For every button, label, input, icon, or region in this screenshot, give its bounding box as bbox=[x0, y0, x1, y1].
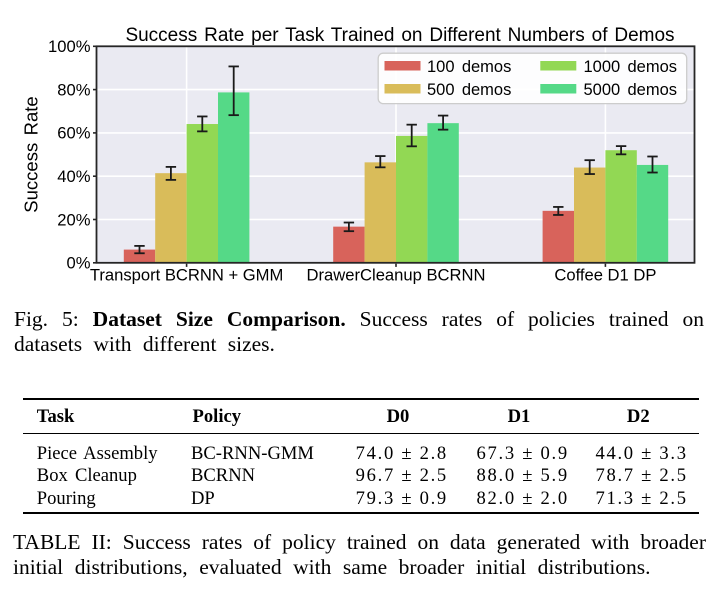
svg-text:Success Rate: Success Rate bbox=[21, 96, 42, 212]
svg-text:Coffee D1 DP: Coffee D1 DP bbox=[554, 265, 656, 284]
svg-text:DrawerCleanup BCRNN: DrawerCleanup BCRNN bbox=[307, 265, 486, 284]
svg-text:Success Rate per Task Trained: Success Rate per Task Trained on Differe… bbox=[125, 25, 674, 46]
svg-text:0%: 0% bbox=[67, 254, 91, 273]
svg-text:60%: 60% bbox=[57, 124, 90, 143]
svg-text:1000 demos: 1000 demos bbox=[584, 58, 678, 76]
svg-text:40%: 40% bbox=[57, 167, 90, 186]
svg-text:500 demos: 500 demos bbox=[427, 81, 511, 99]
svg-text:100%: 100% bbox=[48, 37, 91, 56]
svg-text:100 demos: 100 demos bbox=[427, 58, 511, 76]
svg-text:80%: 80% bbox=[57, 80, 90, 99]
svg-text:20%: 20% bbox=[57, 210, 90, 229]
svg-text:Transport BCRNN + GMM: Transport BCRNN + GMM bbox=[90, 265, 283, 284]
svg-text:5000 demos: 5000 demos bbox=[584, 81, 678, 99]
